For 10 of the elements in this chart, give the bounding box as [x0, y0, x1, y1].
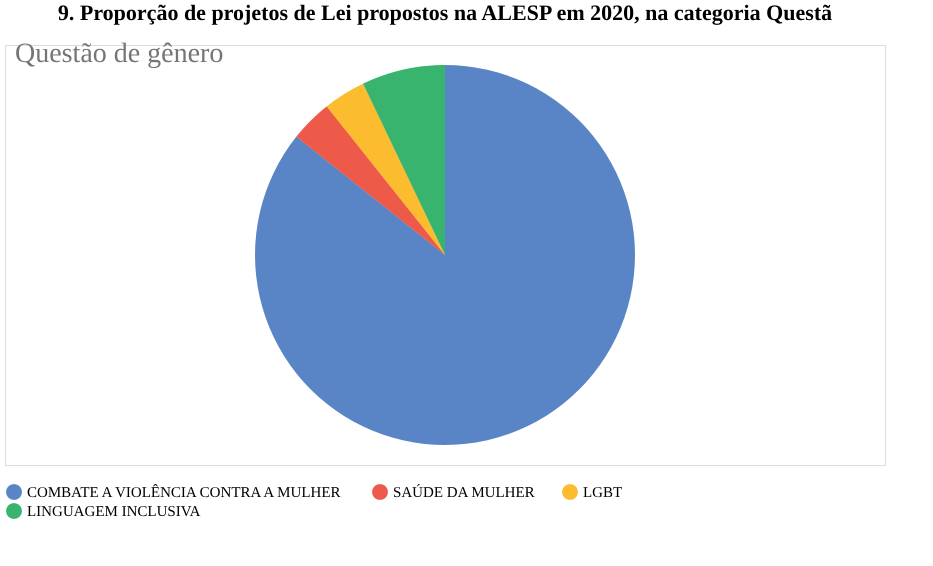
pie-slice	[326, 84, 445, 255]
pie-slice	[363, 65, 445, 255]
text: 9. Proporção de projetos de Lei propostos na ALESP em 2020, na categoria Questã	[58, 0, 832, 25]
pie-slice	[296, 106, 445, 255]
legend-label: COMBATE A VIOLÊNCIA CONTRA A MULHER	[27, 484, 341, 501]
legend-label: LGBT	[583, 485, 622, 501]
legend-label: SAÚDE DA MULHER	[393, 484, 535, 501]
pie-slice	[255, 65, 635, 445]
legend-label: LINGUAGEM INCLUSIVA	[27, 504, 201, 520]
chart-title: Questão de gênero	[15, 38, 224, 69]
